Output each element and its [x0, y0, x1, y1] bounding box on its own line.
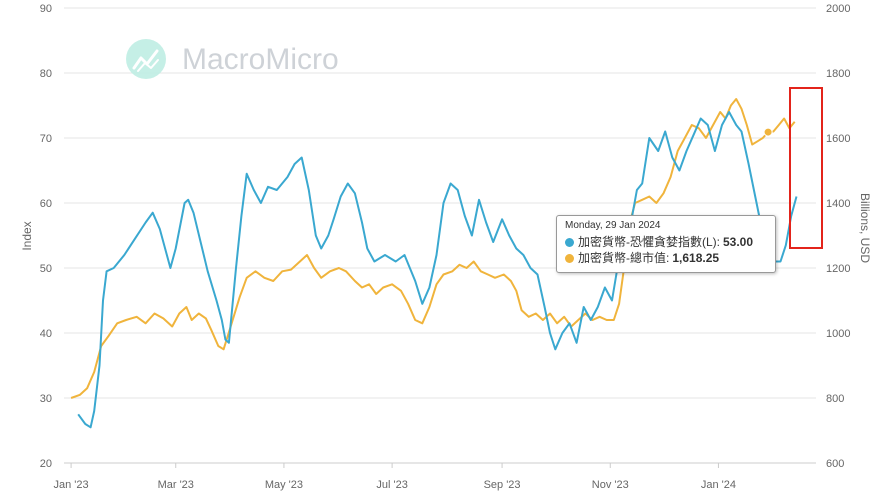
fear-greed-dot-icon: [565, 237, 574, 247]
tooltip-row-fear-greed: 加密貨幣-恐懼貪婪指數(L): 53.00: [565, 234, 767, 250]
hover-point-market-cap: [763, 127, 773, 137]
right-tick-label: 1400: [826, 198, 850, 210]
series-layer: [70, 98, 798, 429]
left-tick-label: 60: [40, 198, 52, 210]
left-tick-label: 40: [40, 328, 52, 340]
right-tick-label: 800: [826, 393, 844, 405]
right-tick-label: 2000: [826, 3, 850, 15]
left-tick-label: 90: [40, 3, 52, 15]
tooltip-value: 53.00: [723, 235, 754, 249]
left-tick-label: 70: [40, 133, 52, 145]
left-tick-label: 20: [40, 458, 52, 470]
left-axis-ticks: 20 30 40 50 60 70 80 90: [40, 3, 52, 470]
left-tick-label: 50: [40, 263, 52, 275]
right-tick-label: 1000: [826, 328, 850, 340]
tooltip-value: 1,618.25: [672, 251, 720, 265]
watermark-text: MacroMicro: [182, 43, 339, 76]
tooltip-label: 加密貨幣-恐懼貪婪指數(L):: [578, 235, 720, 249]
left-axis-title: Index: [20, 221, 34, 250]
right-tick-label: 1800: [826, 68, 850, 80]
series-line-market-cap: [70, 98, 796, 399]
right-tick-label: 600: [826, 458, 844, 470]
watermark: MacroMicro: [126, 39, 339, 79]
left-tick-label: 30: [40, 393, 52, 405]
right-tick-label: 1200: [826, 263, 850, 275]
highlight-box: [789, 87, 823, 249]
x-tick-label: Jan '23: [54, 479, 89, 491]
right-axis-ticks: 600 800 1000 1200 1400 1600 1800 2000: [826, 3, 850, 470]
left-tick-label: 80: [40, 68, 52, 80]
gridlines: [64, 7, 816, 399]
series-line-fear-greed: [77, 111, 798, 429]
right-axis-title: Billions, USD: [858, 193, 872, 263]
tooltip-label: 加密貨幣-總市值:: [578, 251, 670, 265]
x-axis-ticks: Jan '23 Mar '23 May '23 Jul '23 Sep '23 Nov '…: [54, 463, 736, 491]
x-tick-label: Jul '23: [376, 479, 407, 491]
tooltip-row-market-cap: 加密貨幣-總市值: 1,618.25: [565, 250, 767, 266]
market-cap-dot-icon: [565, 253, 574, 263]
macromicro-logo-icon: [126, 39, 166, 79]
x-tick-label: Sep '23: [484, 479, 521, 491]
x-tick-label: Mar '23: [158, 479, 194, 491]
x-tick-label: Jan '24: [701, 479, 736, 491]
right-tick-label: 1600: [826, 133, 850, 145]
tooltip: Monday, 29 Jan 2024 加密貨幣-恐懼貪婪指數(L): 53.0…: [556, 215, 776, 273]
x-tick-label: May '23: [265, 479, 303, 491]
x-tick-label: Nov '23: [592, 479, 629, 491]
tooltip-date: Monday, 29 Jan 2024: [565, 220, 661, 231]
